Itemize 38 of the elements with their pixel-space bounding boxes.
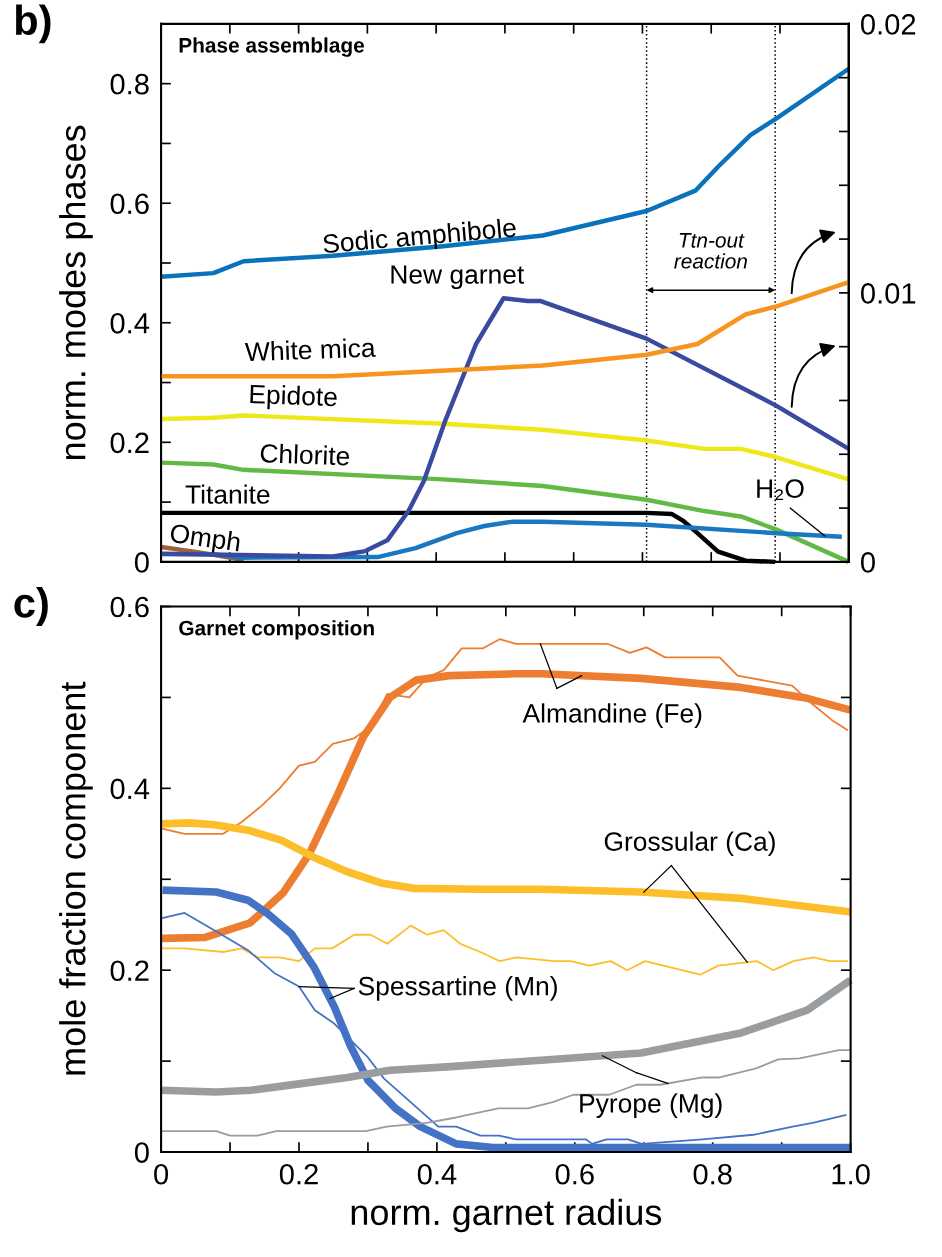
text: Phase assemblage [179,37,365,57]
y-tick-label: 0 [134,552,149,573]
y2-tick-label: 0.01 [860,283,916,304]
series-label: Grossular (Ca) [604,831,775,857]
y-axis-title: norm. modes phases [59,125,93,460]
y-tick-label: 0.8 [110,73,149,95]
series-label: New garnet [391,265,525,290]
text: Omph [169,522,241,557]
series-label: Chlorite [260,443,350,466]
text: b) [15,4,51,44]
y-tick-label: 0.6 [110,193,149,215]
series-label: Spessartine (Mn) [358,976,557,1001]
x-axis-title: norm. garnet radius [351,1198,662,1233]
x-tick-label: 0.8 [693,1163,732,1185]
x-tick-label: 0.2 [279,1163,318,1185]
y-tick-label: 0.4 [110,778,150,800]
y-tick-label: 0.6 [110,596,149,618]
y-axis-title: mole fraction component [59,681,93,1075]
series-label: Sodic amphibole [322,217,517,259]
y-tick-label: 0.2 [110,960,149,982]
x-tick-label: 0.4 [417,1163,457,1185]
annotation: Ttn-out reaction [674,233,747,269]
series-label: H₂O [757,479,804,500]
series-label: Almandine (Fe) [522,703,702,728]
y-tick-label: 0 [134,1142,149,1163]
text: c) [14,587,48,626]
y-tick-label: 0.4 [110,312,150,334]
x-tick-label: 1.0 [832,1163,870,1185]
series-label: Epidote [250,384,338,412]
series-label: White mica [244,337,376,362]
series-label: Pyrope (Mg) [580,1093,722,1118]
series-label: Titanite [185,484,270,504]
x-tick-label: 0.6 [555,1163,594,1185]
y2-tick-label: 0 [860,552,875,573]
y2-tick-label: 0.02 [860,14,916,35]
x-tick-label: 0 [154,1163,169,1185]
y-tick-label: 0.2 [110,432,149,454]
text: Garnet composition [179,620,374,640]
